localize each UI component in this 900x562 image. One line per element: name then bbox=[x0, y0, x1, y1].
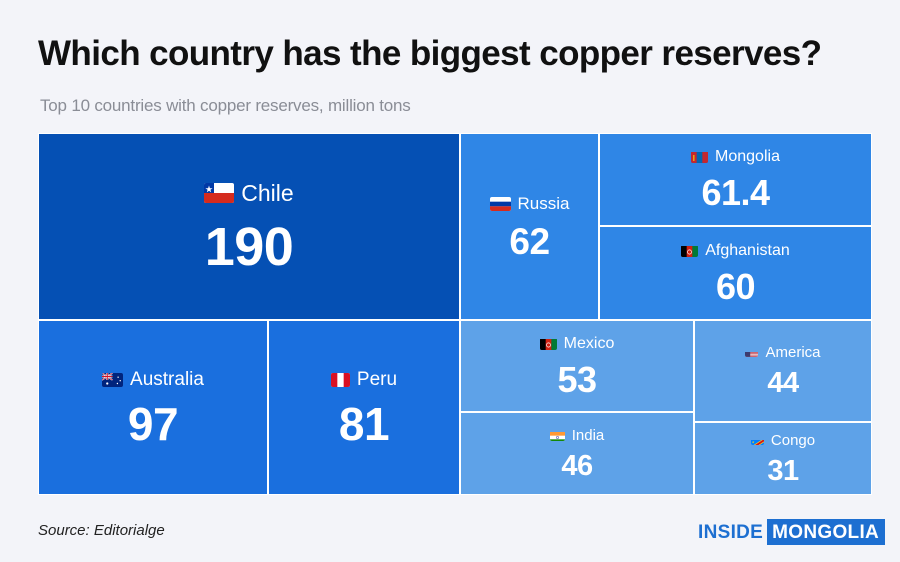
tile-peru: Peru 81 bbox=[268, 320, 460, 495]
tile-mongolia: Mongolia 61.4 bbox=[599, 133, 872, 226]
tile-label: Afghanistan bbox=[705, 241, 790, 259]
tile-value: 62 bbox=[509, 220, 550, 262]
tile-header: Afghanistan bbox=[681, 242, 790, 260]
tile-header: Russia bbox=[489, 193, 570, 214]
tile-label: Australia bbox=[130, 368, 204, 390]
tile-label: Mongolia bbox=[715, 148, 780, 165]
tile-label: Chile bbox=[241, 179, 294, 206]
tile-label: Russia bbox=[517, 193, 570, 213]
tile-header: Peru bbox=[330, 368, 398, 391]
tile-label: India bbox=[571, 426, 605, 444]
australia-flag-icon bbox=[102, 372, 124, 387]
page-subtitle: Top 10 countries with copper reserves, m… bbox=[40, 96, 411, 115]
tile-label: Congo bbox=[770, 431, 816, 449]
afghanistan-flag-icon bbox=[681, 245, 699, 257]
tile-value: 53 bbox=[557, 358, 597, 400]
afghanistan-flag-icon bbox=[539, 338, 557, 350]
mongolia-flag-icon bbox=[691, 151, 709, 163]
peru-flag-icon bbox=[330, 372, 350, 387]
russia-flag-icon bbox=[489, 196, 511, 211]
tile-afghanistan: Afghanistan 60 bbox=[599, 226, 872, 320]
brand-logo: INSIDE MONGOLIA bbox=[698, 519, 886, 545]
tile-value: 60 bbox=[715, 265, 756, 307]
tile-value: 97 bbox=[127, 397, 179, 450]
usa-flag-icon bbox=[745, 348, 759, 357]
brand-logo-mongolia: MONGOLIA bbox=[767, 519, 886, 545]
tile-label: America bbox=[765, 344, 821, 361]
tile-congo: Congo 31 bbox=[694, 422, 872, 495]
tile-header: Mongolia bbox=[691, 148, 780, 166]
brand-logo-inside: INSIDE bbox=[698, 522, 764, 543]
treemap-chart: Chile 190 Russia 62 Mongolia 61.4 Afghanistan 6… bbox=[38, 133, 872, 495]
tile-header: Mexico bbox=[539, 334, 615, 353]
tile-russia: Russia 62 bbox=[460, 133, 599, 320]
tile-header: India bbox=[549, 426, 605, 444]
tile-value: 46 bbox=[561, 449, 593, 482]
tile-america: America 44 bbox=[694, 320, 872, 422]
source-note: Source: Editorialge bbox=[38, 522, 165, 539]
tile-australia: Australia 97 bbox=[38, 320, 268, 495]
tile-header: America bbox=[745, 344, 821, 361]
tile-value: 61.4 bbox=[701, 172, 770, 213]
tile-label: Mexico bbox=[563, 334, 615, 352]
tile-header: Australia bbox=[102, 369, 204, 391]
tile-mexico: Mexico 53 bbox=[460, 320, 694, 412]
tile-india: India 46 bbox=[460, 412, 694, 495]
tile-chile: Chile 190 bbox=[38, 133, 460, 320]
tile-label: Peru bbox=[356, 368, 398, 390]
tile-header: Chile bbox=[204, 179, 294, 207]
page-title: Which country has the biggest copper res… bbox=[38, 34, 822, 73]
chile-flag-icon bbox=[204, 183, 235, 203]
congo-flag-icon bbox=[750, 436, 764, 445]
tile-value: 81 bbox=[338, 397, 390, 450]
tile-value: 190 bbox=[204, 216, 294, 277]
india-flag-icon bbox=[549, 430, 565, 441]
tile-value: 31 bbox=[767, 454, 799, 487]
tile-value: 44 bbox=[767, 367, 799, 399]
tile-header: Congo bbox=[750, 431, 816, 449]
